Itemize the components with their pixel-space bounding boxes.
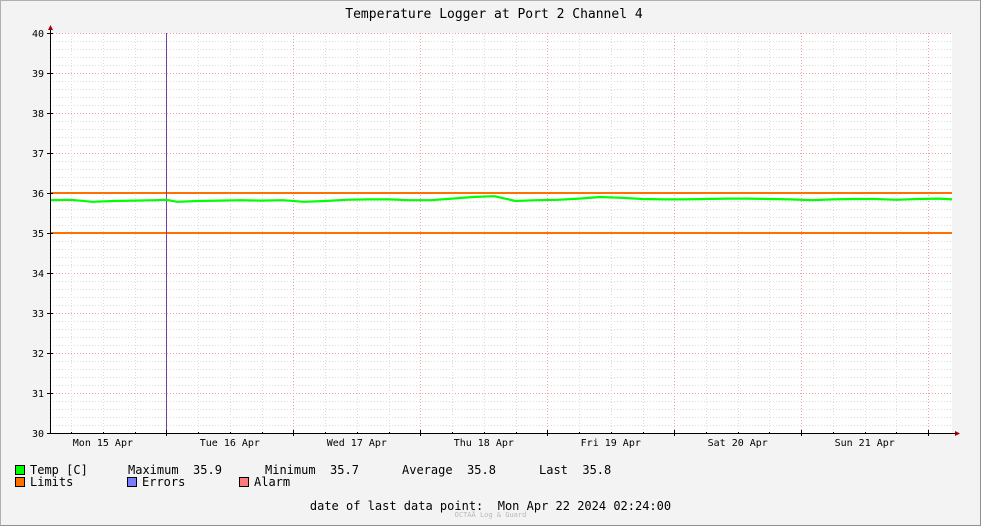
legend-swatch-temp xyxy=(15,464,25,475)
legend-errors: Errors xyxy=(127,475,185,489)
watermark: OCTAÅ Log & Guard xyxy=(454,511,527,519)
x-tick-label: Fri 19 Apr xyxy=(581,438,641,449)
legend-swatch-errors xyxy=(127,476,137,487)
y-axis-arrow xyxy=(48,25,53,30)
minimum-value: 35.7 xyxy=(330,463,359,477)
x-axis-labels: Mon 15 Apr Tue 16 Apr Wed 17 Apr Thu 18 Apr… xyxy=(73,438,895,449)
legend-swatch-alarm xyxy=(239,476,249,487)
temperature-chart: Temperature Logger at Port 2 Channel 4 3… xyxy=(32,7,960,449)
legend-alarm-label: Alarm xyxy=(254,475,291,489)
y-tick-label: 32 xyxy=(32,349,44,360)
minimum-label: Minimum xyxy=(265,463,316,477)
limit-lines xyxy=(50,192,952,234)
last-data-point: date of last data point: Mon Apr 22 2024… xyxy=(0,499,981,513)
legend-average: Average 35.8 xyxy=(402,463,496,477)
legend-row-1: Temp [C] xyxy=(15,463,88,477)
y-tick-label: 33 xyxy=(32,309,44,320)
y-tick-label: 34 xyxy=(32,269,44,280)
x-tick-label: Sun 21 Apr xyxy=(835,438,895,449)
chart-title: Temperature Logger at Port 2 Channel 4 xyxy=(345,7,643,22)
legend-minimum: Minimum 35.7 xyxy=(265,463,359,477)
legend-last: Last 35.8 xyxy=(539,463,611,477)
last-data-point-label: date of last data point: xyxy=(309,499,484,513)
legend-alarm: Alarm xyxy=(239,475,290,489)
legend-temp-label: Temp [C] xyxy=(30,463,88,477)
series-lines xyxy=(49,195,953,203)
legend-maximum: Maximum 35.9 xyxy=(128,463,222,477)
legend-swatch-limits xyxy=(15,476,25,487)
average-label: Average xyxy=(402,463,453,477)
y-tick-label: 36 xyxy=(32,189,44,200)
x-tick-label: Wed 17 Apr xyxy=(327,438,387,449)
x-tick-label: Sat 20 Apr xyxy=(708,438,768,449)
y-tick-label: 30 xyxy=(32,429,44,440)
x-tick-label: Tue 16 Apr xyxy=(200,438,260,449)
y-tick-label: 31 xyxy=(32,389,44,400)
y-axis-labels: 30 31 32 33 34 35 36 37 38 39 40 xyxy=(32,29,44,440)
y-tick-label: 39 xyxy=(32,69,44,80)
maximum-label: Maximum xyxy=(128,463,179,477)
legend-limits-label: Limits xyxy=(30,475,74,489)
average-value: 35.8 xyxy=(467,463,496,477)
axes xyxy=(47,25,960,436)
series-line-temp xyxy=(49,195,953,203)
legend-limits: Limits xyxy=(15,475,73,489)
x-tick-label: Mon 15 Apr xyxy=(73,438,133,449)
legend-errors-label: Errors xyxy=(142,475,186,489)
last-label: Last xyxy=(539,463,568,477)
maximum-value: 35.9 xyxy=(193,463,222,477)
y-tick-label: 37 xyxy=(32,149,44,160)
last-data-point-value: Mon Apr 22 2024 02:24:00 xyxy=(497,499,672,513)
last-value: 35.8 xyxy=(582,463,612,477)
y-tick-label: 35 xyxy=(32,229,44,240)
y-tick-label: 38 xyxy=(32,109,44,120)
y-tick-label: 40 xyxy=(32,29,44,40)
x-axis-arrow xyxy=(955,431,960,436)
x-tick-label: Thu 18 Apr xyxy=(454,438,514,449)
